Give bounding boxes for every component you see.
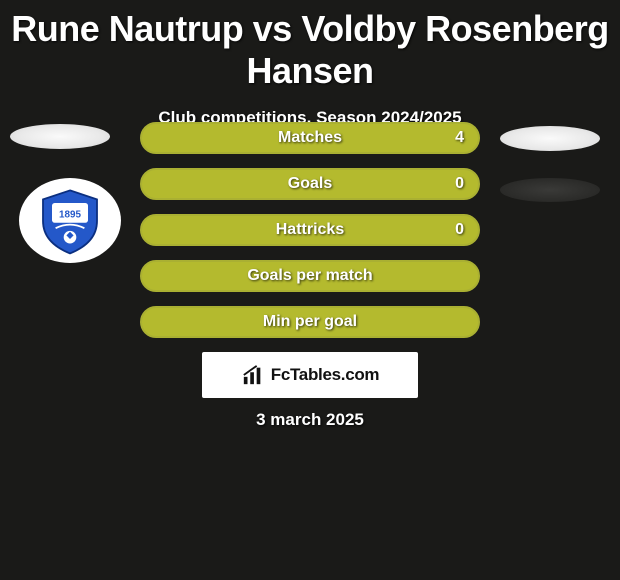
stat-label: Goals: [288, 175, 332, 193]
page-title: Rune Nautrup vs Voldby Rosenberg Hansen: [0, 0, 620, 92]
stat-value: 0: [455, 221, 464, 239]
player-left-avatar: [10, 124, 110, 149]
player-right-avatar: [500, 126, 600, 151]
brand-badge: FcTables.com: [202, 352, 418, 398]
stat-label: Min per goal: [263, 313, 357, 331]
stat-row-goals: Goals 0: [140, 168, 480, 200]
stat-label: Hattricks: [276, 221, 344, 239]
stat-row-goals-per-match: Goals per match: [140, 260, 480, 292]
stat-label: Goals per match: [247, 267, 372, 285]
stat-value: 4: [455, 129, 464, 147]
chart-icon: [241, 364, 265, 386]
svg-text:1895: 1895: [59, 209, 81, 220]
stat-row-matches: Matches 4: [140, 122, 480, 154]
stat-value: 0: [455, 175, 464, 193]
stats-bars: Matches 4 Goals 0 Hattricks 0 Goals per …: [140, 122, 480, 352]
brand-text: FcTables.com: [271, 365, 380, 385]
player-right-shadow: [500, 178, 600, 202]
stat-row-hattricks: Hattricks 0: [140, 214, 480, 246]
stat-row-min-per-goal: Min per goal: [140, 306, 480, 338]
date-label: 3 march 2025: [0, 410, 620, 430]
stat-label: Matches: [278, 129, 342, 147]
club-badge-left: 1895: [19, 178, 121, 263]
shield-icon: 1895: [34, 185, 106, 257]
